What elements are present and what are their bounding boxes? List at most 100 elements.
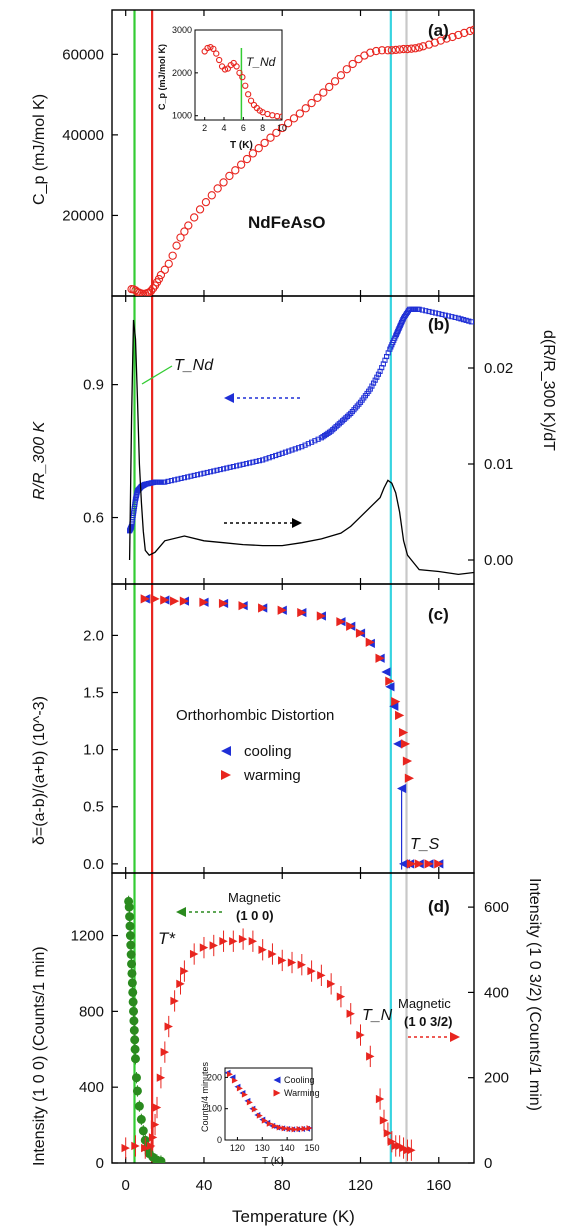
- data-point: [434, 859, 444, 869]
- data-point: [404, 773, 415, 783]
- data-point: [125, 912, 135, 922]
- data-point: [385, 682, 395, 692]
- data-point: [455, 315, 461, 321]
- x-tick-label: 160: [426, 1177, 451, 1194]
- data-point: [271, 1122, 278, 1129]
- data-point: [385, 676, 395, 686]
- data-point: [377, 46, 387, 55]
- y-tick-label: 40000: [62, 127, 104, 144]
- data-point: [379, 1116, 389, 1125]
- data-point: [180, 227, 189, 236]
- y-tick-label: 0.5: [83, 799, 104, 816]
- mag100-arrow-head: [176, 907, 186, 917]
- data-point: [346, 1009, 355, 1018]
- data-point: [217, 466, 223, 473]
- data-point: [247, 97, 255, 104]
- data-point: [449, 314, 455, 320]
- data-point: [128, 987, 138, 997]
- data-point: [248, 149, 258, 158]
- data-point: [372, 46, 381, 56]
- data-point: [233, 63, 240, 70]
- data-point: [436, 36, 445, 45]
- y-tick-label: 20000: [62, 207, 104, 224]
- data-point: [299, 444, 305, 450]
- y-tick-label: 400: [79, 1079, 104, 1096]
- data-point: [194, 472, 201, 478]
- data-point: [138, 1126, 148, 1136]
- panel-c-label: (c): [428, 605, 449, 624]
- y-tick-label: 0.0: [83, 856, 104, 873]
- panel-a-inset-xlabel: T (K): [230, 140, 253, 151]
- data-point: [214, 467, 220, 473]
- data-point: [269, 454, 276, 460]
- data-point: [398, 727, 409, 738]
- data-point: [253, 458, 259, 464]
- data-point: [287, 958, 297, 967]
- data-point: [137, 289, 146, 296]
- data-point: [395, 710, 405, 720]
- data-point: [131, 1073, 141, 1083]
- inset-x-tick-label: 150: [304, 1143, 319, 1153]
- data-point: [130, 1054, 140, 1064]
- y-tick-label-right: 0.01: [484, 456, 513, 473]
- data-point: [141, 1143, 150, 1153]
- data-point: [415, 43, 424, 52]
- data-point: [402, 756, 413, 766]
- panel-c-legend-cooling: cooling: [244, 743, 292, 760]
- data-point: [231, 166, 240, 175]
- data-point: [306, 1125, 312, 1132]
- panel-d-tstar: T*: [158, 929, 176, 948]
- data-point: [301, 104, 310, 113]
- panel-a-ylabel: C_p (mJ/mol K): [31, 94, 48, 205]
- data-point: [176, 979, 185, 989]
- data-point: [221, 746, 231, 756]
- data-point: [154, 274, 164, 284]
- data-point: [448, 32, 457, 42]
- data-point: [309, 439, 315, 445]
- data-point: [126, 940, 136, 950]
- data-point: [242, 82, 249, 89]
- data-point: [277, 605, 287, 615]
- data-point: [268, 949, 277, 959]
- data-point: [366, 48, 375, 57]
- data-point: [216, 56, 223, 64]
- data-point: [336, 71, 346, 80]
- data-point: [129, 1025, 139, 1035]
- y-tick-label: 1.5: [83, 685, 104, 702]
- panel-d-ylabel-right: Intensity (1 0 3/2) (Counts/1 min): [526, 878, 543, 1111]
- data-point: [469, 25, 474, 34]
- data-point: [403, 44, 412, 54]
- data-point: [191, 472, 197, 479]
- panel-b-ylabel-left: R/R_300 K: [31, 420, 48, 500]
- data-point: [239, 73, 246, 81]
- data-point: [210, 45, 217, 53]
- tnd-pointer: [141, 365, 173, 385]
- data-point: [383, 1128, 393, 1138]
- panel-a-inset-ylabel: C_p (mJ/mol K): [157, 44, 167, 110]
- panel-d-inset-ylabel: Counts/4 minutes: [200, 1061, 210, 1132]
- data-point: [207, 469, 214, 475]
- data-point: [466, 318, 472, 324]
- data-point: [395, 45, 404, 54]
- panel-d-series: [121, 895, 416, 1163]
- data-point: [199, 943, 209, 952]
- data-point: [295, 109, 304, 118]
- y-tick-label: 0.9: [83, 377, 104, 394]
- data-point: [442, 312, 448, 318]
- data-point: [236, 69, 243, 77]
- data-point: [128, 997, 138, 1007]
- data-point: [180, 966, 189, 976]
- panel-a-inset-marker-label: T_Nd: [246, 55, 276, 69]
- data-point: [273, 1089, 281, 1097]
- data-point: [387, 46, 396, 55]
- data-point: [258, 603, 268, 613]
- data-point: [375, 653, 385, 663]
- data-point: [219, 937, 228, 946]
- data-point: [273, 452, 279, 459]
- data-point: [229, 937, 238, 946]
- data-point: [243, 461, 249, 467]
- series-line: [128, 319, 474, 576]
- data-point: [407, 44, 416, 53]
- data-point: [354, 54, 363, 64]
- data-point: [315, 436, 321, 442]
